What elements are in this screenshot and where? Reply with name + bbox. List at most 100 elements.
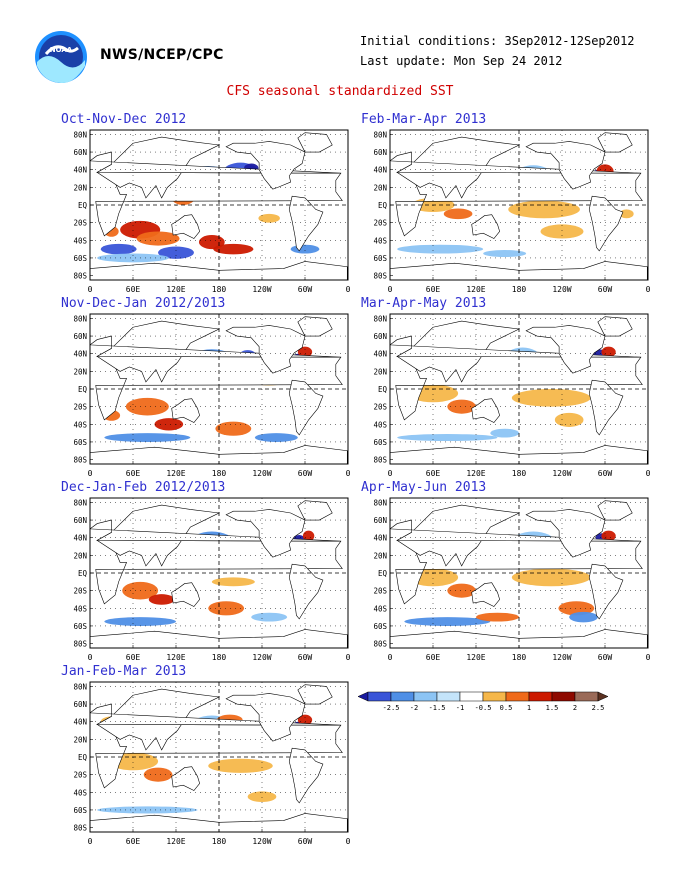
anomaly-region — [476, 612, 519, 622]
legend-swatch — [459, 691, 484, 702]
panel-fma: Feb-Mar-Apr 2013 80N 60N 40N 20N EQ 20S 40S 60S 8… — [360, 112, 660, 294]
anomaly-region — [447, 399, 476, 414]
lon-label: 180 — [212, 837, 227, 846]
panel-title: Feb-Mar-Apr 2013 — [361, 112, 487, 127]
panel-title: Jan-Feb-Mar 2013 — [61, 664, 187, 679]
anomaly-region — [97, 253, 169, 263]
lon-label: 0 — [88, 285, 93, 294]
panel-jfm: Jan-Feb-Mar 2013 80N 60N 40N 20N EQ 20S 40S 60S 8… — [60, 664, 360, 846]
lon-label: 120W — [552, 469, 571, 478]
continent-outline — [225, 325, 306, 374]
lon-label: 0 — [646, 653, 651, 662]
lat-label: 40S — [73, 788, 87, 797]
anomaly-region — [213, 243, 254, 255]
lat-label: 60N — [373, 332, 387, 341]
lat-label: EQ — [378, 385, 388, 394]
lat-label: 60S — [73, 438, 87, 447]
lon-label: 60E — [126, 837, 141, 846]
lat-label: EQ — [78, 385, 88, 394]
anomaly-region — [148, 594, 175, 605]
lat-label: 80N — [373, 130, 387, 139]
lat-label: EQ — [378, 569, 388, 578]
continent-outline — [525, 141, 606, 190]
lon-label: 120W — [252, 653, 271, 662]
panel-title: Mar-Apr-May 2013 — [361, 296, 487, 311]
page-title: CFS seasonal standardized SST — [226, 84, 454, 99]
initial-conditions-text: Initial conditions: 3Sep2012-12Sep2012 — [360, 34, 635, 48]
lat-label: 40S — [73, 236, 87, 245]
lat-label: 40S — [73, 604, 87, 613]
legend-label: -1 — [456, 704, 464, 712]
legend-swatch — [482, 691, 507, 702]
panel-ond: Oct-Nov-Dec 2012 80N 60N 40N 20N EQ 20S 40S 60S 8… — [60, 112, 360, 294]
lon-label: 120W — [552, 653, 571, 662]
legend-swatch — [551, 691, 576, 702]
lat-label: 80S — [373, 640, 387, 649]
anomaly-region — [136, 231, 180, 246]
lat-label: 60S — [73, 622, 87, 631]
anomaly-region — [511, 389, 591, 407]
lat-label: 20S — [373, 587, 387, 596]
lon-label: 0 — [346, 285, 351, 294]
lat-label: 40S — [373, 236, 387, 245]
lat-label: 80S — [73, 640, 87, 649]
lon-label: 60W — [298, 837, 313, 846]
lon-label: 60W — [598, 469, 613, 478]
legend-swatch — [574, 691, 599, 702]
continent-outline — [390, 519, 641, 542]
anomaly-region — [302, 530, 315, 542]
lat-label: 60N — [373, 148, 387, 157]
legend-swatch — [367, 691, 392, 702]
lat-label: EQ — [78, 201, 88, 210]
lon-label: 120E — [166, 837, 185, 846]
lat-label: 80S — [373, 456, 387, 465]
anomaly-region — [158, 246, 194, 259]
lon-label: 0 — [346, 837, 351, 846]
anomaly-region — [397, 434, 498, 442]
anomaly-region — [208, 601, 245, 616]
anomaly-region — [154, 418, 184, 431]
lon-label: 120E — [466, 653, 485, 662]
lon-label: 60E — [426, 653, 441, 662]
continent-outline — [525, 325, 606, 374]
lon-label: 180 — [512, 469, 527, 478]
continent-outline — [525, 509, 606, 558]
legend-label: -1.5 — [429, 704, 446, 712]
continent-outline — [588, 379, 624, 436]
lat-label: 40S — [373, 604, 387, 613]
lat-label: 20N — [73, 551, 87, 560]
lat-label: 80S — [73, 272, 87, 281]
lat-label: 20N — [73, 735, 87, 744]
lon-label: 60W — [298, 285, 313, 294]
continent-outline — [471, 398, 500, 423]
continent-outline — [390, 151, 641, 174]
continent-outline — [297, 316, 333, 337]
lon-label: 120W — [552, 285, 571, 294]
continent-outline — [288, 195, 324, 252]
lat-label: 60S — [73, 254, 87, 263]
lon-label: 120E — [466, 285, 485, 294]
lon-label: 0 — [646, 285, 651, 294]
continent-outline — [171, 766, 200, 791]
lat-label: 40N — [73, 350, 87, 359]
continent-outline — [297, 500, 333, 521]
continent-outline — [288, 379, 324, 436]
lat-label: 80N — [73, 130, 87, 139]
legend-label: 0.5 — [500, 704, 513, 712]
lat-label: 40N — [373, 166, 387, 175]
lon-label: 60W — [598, 653, 613, 662]
continent-outline — [225, 509, 306, 558]
anomaly-region — [540, 224, 584, 239]
panel-ndj: Nov-Dec-Jan 2012/2013 80N 60N 40N 20N EQ 20S 40… — [60, 296, 360, 478]
lon-label: 120W — [252, 837, 271, 846]
panel-title: Dec-Jan-Feb 2012/2013 — [61, 480, 226, 495]
continent-outline — [171, 582, 200, 607]
lon-label: 0 — [646, 469, 651, 478]
lat-label: 20S — [373, 403, 387, 412]
lat-label: 20S — [373, 219, 387, 228]
lon-label: 180 — [512, 285, 527, 294]
lon-label: 120E — [466, 469, 485, 478]
legend-label: 1 — [527, 704, 531, 712]
